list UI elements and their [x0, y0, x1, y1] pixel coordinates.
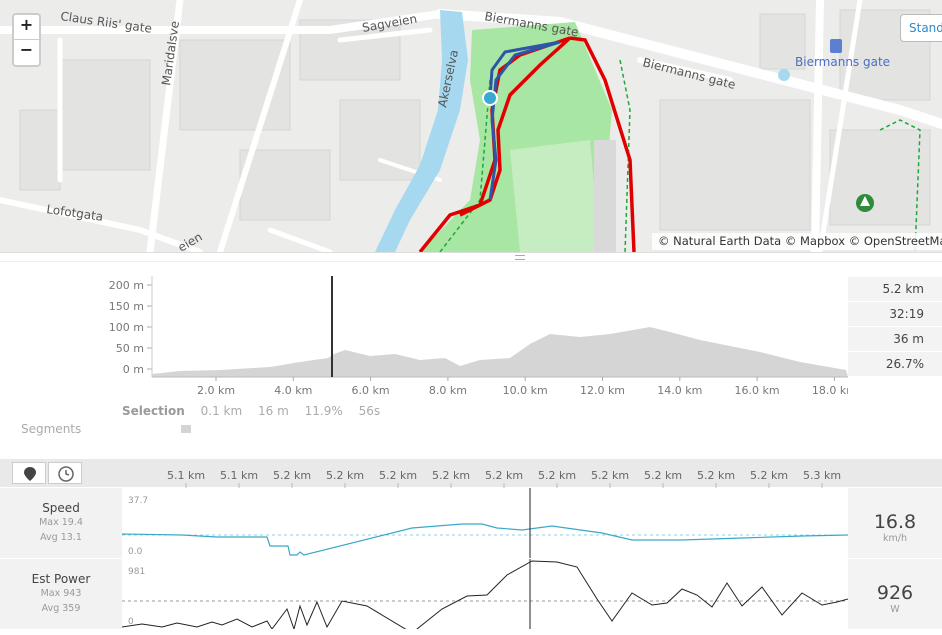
train-station-icon[interactable] — [830, 39, 842, 53]
power-summary: Est Power Max 943 Avg 359 — [0, 559, 122, 629]
route-line — [569, 36, 636, 252]
time-mode-button[interactable] — [48, 462, 82, 484]
map-style-button[interactable]: Standard — [900, 14, 942, 42]
zoom-control: + − — [12, 13, 41, 67]
elevation-stats: 5.2 km 32:19 36 m 26.7% — [848, 277, 942, 377]
elevation-y-axis: 200 m 150 m 100 m 50 m 0 m — [109, 279, 152, 376]
speed-max: Max 19.4 — [39, 517, 83, 528]
speed-title: Speed — [42, 501, 80, 515]
graph-x-tick: 5.2 km — [750, 469, 788, 482]
speed-unit: km/h — [883, 533, 907, 544]
tree-glyph — [860, 196, 870, 206]
elevation-x-tick: 8.0 km — [429, 384, 467, 397]
graph-x-tick: 5.2 km — [379, 469, 417, 482]
selection-time: 56s — [358, 404, 381, 418]
map-building-hatched — [594, 140, 616, 252]
zoom-in-button[interactable]: + — [14, 15, 39, 40]
map-park-inner — [510, 140, 600, 252]
graph-x-tick: 5.1 km — [220, 469, 258, 482]
graph-toolbar — [0, 459, 942, 487]
selection-label: Selection — [122, 404, 185, 418]
elevation-y-tick: 100 m — [109, 321, 144, 334]
stat-grade: 26.7% — [848, 352, 942, 377]
segments-label: Segments — [21, 422, 82, 436]
label-poi-biermanns-gate[interactable]: Biermanns gate — [795, 55, 890, 69]
graph-x-tick: 5.2 km — [432, 469, 470, 482]
panel-splitter[interactable] — [0, 252, 942, 262]
power-max: Max 943 — [40, 588, 82, 599]
elevation-y-tick: 150 m — [109, 300, 144, 313]
stat-duration: 32:19 — [848, 302, 942, 327]
map-attribution[interactable]: © Natural Earth Data © Mapbox © OpenStre… — [652, 233, 942, 250]
graph-x-tick: 5.2 km — [644, 469, 682, 482]
position-marker[interactable] — [482, 90, 498, 106]
power-unit: W — [890, 604, 900, 615]
power-y-min: 0 — [128, 617, 134, 627]
selection-summary: Selection 0.1 km 16 m 11.9% 56s — [122, 404, 392, 418]
elevation-x-tick: 18.0 km — [812, 384, 848, 397]
power-graph-row: Est Power Max 943 Avg 359 981 0 926 W — [0, 559, 942, 629]
elevation-chart[interactable]: 200 m 150 m 100 m 50 m 0 m 2.0 km 4.0 km 6.0 k… — [0, 262, 848, 402]
map-roads — [0, 0, 942, 252]
map-canvas[interactable]: Claus Riis' gate Maridalsve Sagveien Bie… — [0, 0, 942, 252]
power-series — [122, 560, 848, 629]
elevation-x-tick: 6.0 km — [352, 384, 390, 397]
graph-x-tick: 5.2 km — [326, 469, 364, 482]
speed-avg: Avg 13.1 — [40, 532, 82, 543]
power-current: 926 W — [848, 559, 942, 629]
graph-distance-axis: 5.1 km 5.1 km 5.2 km 5.2 km 5.2 km 5.2 km 5.2 … — [167, 469, 841, 488]
elevation-x-tick: 12.0 km — [580, 384, 625, 397]
elevation-x-axis: 2.0 km 4.0 km 6.0 km 8.0 km 10.0 km 12.0 km 14… — [197, 377, 848, 397]
power-title: Est Power — [31, 572, 91, 586]
map-view[interactable]: Claus Riis' gate Maridalsve Sagveien Bie… — [0, 0, 942, 252]
speed-y-min: 0.0 — [128, 547, 143, 557]
elevation-y-tick: 50 m — [116, 342, 144, 355]
selection-route — [488, 40, 561, 201]
graph-x-tick: 5.1 km — [167, 469, 205, 482]
selection-distance: 0.1 km — [200, 404, 243, 418]
speed-graph[interactable]: 37.7 0.0 — [122, 488, 848, 558]
speed-value: 16.8 — [873, 511, 917, 533]
clock-icon — [58, 466, 74, 482]
graph-x-tick: 5.2 km — [697, 469, 735, 482]
power-value: 926 — [876, 582, 914, 604]
power-graph[interactable]: 981 0 — [122, 559, 848, 629]
graph-x-tick: 5.2 km — [273, 469, 311, 482]
splitter-grip-icon[interactable] — [515, 255, 525, 260]
selection-elevation: 16 m — [258, 404, 289, 418]
elevation-x-tick: 10.0 km — [503, 384, 548, 397]
stat-distance: 5.2 km — [848, 277, 942, 302]
elevation-x-tick: 4.0 km — [274, 384, 312, 397]
fountain-icon — [778, 69, 790, 81]
elevation-x-tick: 14.0 km — [657, 384, 702, 397]
map-pin-icon — [24, 467, 36, 481]
speed-y-max: 37.7 — [128, 496, 148, 506]
graph-x-tick: 5.2 km — [538, 469, 576, 482]
elevation-x-tick: 2.0 km — [197, 384, 235, 397]
power-y-max: 981 — [128, 567, 145, 577]
speed-graph-row: Speed Max 19.4 Avg 13.1 37.7 0.0 16.8 km… — [0, 488, 942, 558]
speed-current: 16.8 km/h — [848, 488, 942, 558]
map-river — [375, 10, 468, 252]
segment-marker[interactable] — [181, 425, 191, 433]
elevation-y-tick: 200 m — [109, 279, 144, 292]
distance-mode-button[interactable] — [12, 462, 46, 484]
elevation-y-tick: 0 m — [123, 363, 144, 376]
speed-series — [122, 523, 848, 556]
stat-elevation-gain: 36 m — [848, 327, 942, 352]
speed-summary: Speed Max 19.4 Avg 13.1 — [0, 488, 122, 558]
elevation-profile — [152, 327, 848, 377]
zoom-out-button[interactable]: − — [19, 40, 34, 59]
graph-x-tick: 5.2 km — [591, 469, 629, 482]
graph-x-tick: 5.3 km — [803, 469, 841, 482]
selection-grade: 11.9% — [304, 404, 343, 418]
graph-x-tick: 5.2 km — [485, 469, 523, 482]
elevation-x-tick: 16.0 km — [735, 384, 780, 397]
power-avg: Avg 359 — [41, 603, 81, 614]
